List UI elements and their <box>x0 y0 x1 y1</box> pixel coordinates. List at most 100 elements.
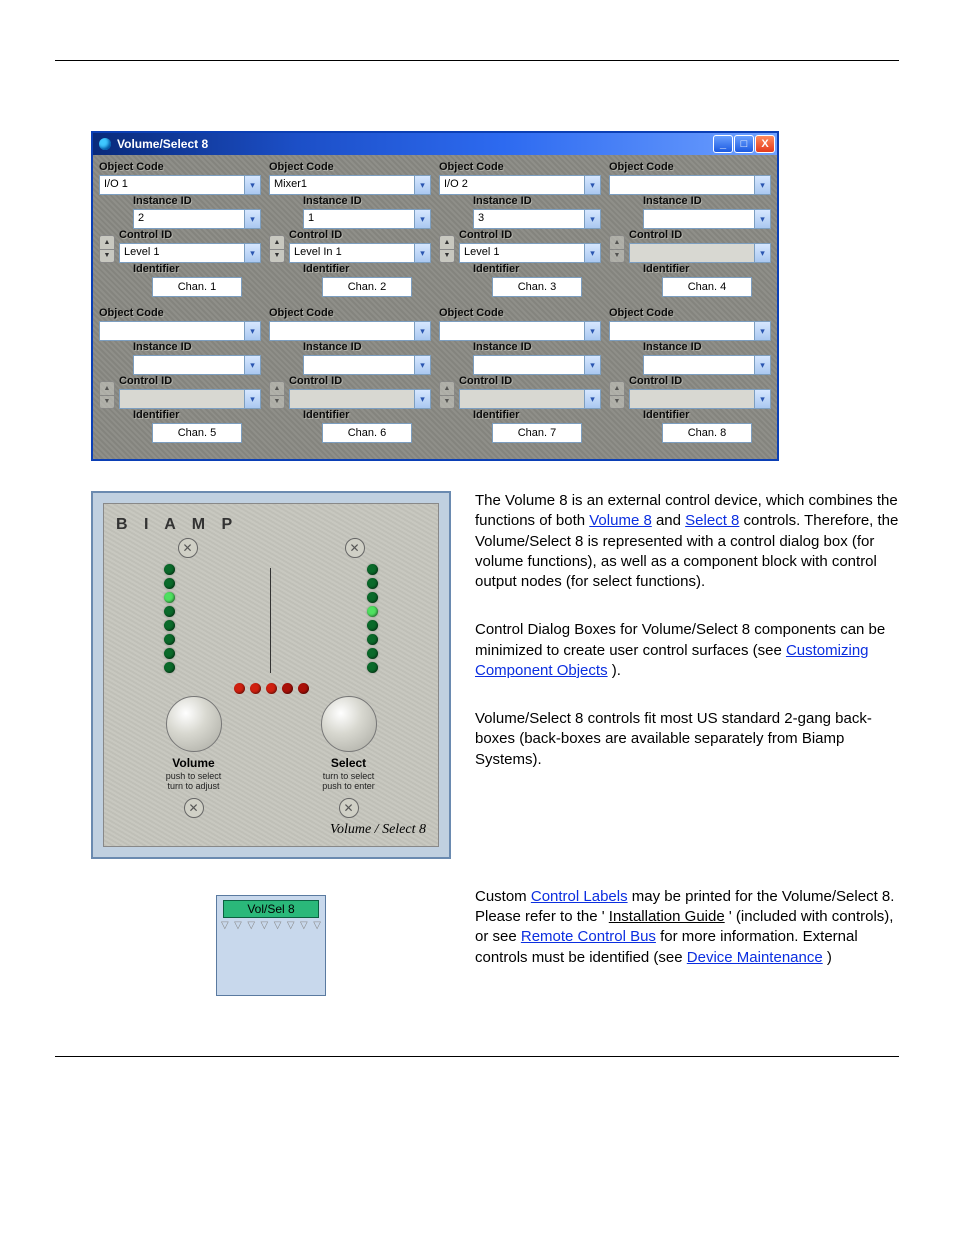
output-node-icon[interactable]: ▽ <box>313 920 321 931</box>
instance-id-combo[interactable]: ▾ <box>473 355 601 375</box>
chevron-down-icon: ▾ <box>414 322 430 340</box>
volume8-link[interactable]: Volume 8 <box>589 512 652 529</box>
led-icon <box>164 606 175 617</box>
titlebar[interactable]: Volume/Select 8 _ □ X <box>93 133 777 155</box>
screw-icon: ✕ <box>178 538 198 558</box>
component-nodes: ▽ ▽ ▽ ▽ ▽ ▽ ▽ ▽ <box>217 918 325 935</box>
control-id-label: Control ID <box>629 375 771 387</box>
instance-id-combo[interactable]: ▾ <box>133 355 261 375</box>
instance-id-combo[interactable]: ▾ <box>643 209 771 229</box>
chevron-down-icon: ▾ <box>244 176 260 194</box>
instance-id-combo[interactable]: 3▾ <box>473 209 601 229</box>
control-id-combo[interactable]: Level 1▾ <box>119 243 261 263</box>
device-maintenance-link[interactable]: Device Maintenance <box>687 949 823 966</box>
output-node-icon[interactable]: ▽ <box>247 920 255 931</box>
volume-select-dialog: Volume/Select 8 _ □ X Object Code I/O 1▾… <box>91 131 779 461</box>
object-code-combo[interactable]: ▾ <box>99 321 261 341</box>
brand-label: B I A M P <box>116 516 426 534</box>
identifier-label: Identifier <box>303 409 431 421</box>
text: and <box>656 512 685 529</box>
control-id-combo[interactable]: Level 1▾ <box>459 243 601 263</box>
select-knob-group: Select turn to selectpush to enter <box>279 696 419 792</box>
channel-2: Object Code Mixer1▾ Instance ID 1▾ ▲▼ Co… <box>269 161 431 303</box>
select-sublabel: turn to selectpush to enter <box>322 772 375 792</box>
object-code-combo[interactable]: Mixer1▾ <box>269 175 431 195</box>
control-spinner[interactable]: ▲▼ <box>439 235 455 263</box>
identifier-field[interactable]: Chan. 6 <box>322 423 412 443</box>
device-panel: B I A M P ✕ ✕ Volume push to selectturn … <box>103 503 439 847</box>
control-spinner[interactable]: ▲▼ <box>99 235 115 263</box>
control-labels-link[interactable]: Control Labels <box>531 888 628 905</box>
identifier-field[interactable]: Chan. 5 <box>152 423 242 443</box>
control-id-combo[interactable]: Level In 1▾ <box>289 243 431 263</box>
chevron-down-icon: ▾ <box>584 176 600 194</box>
chevron-down-icon: ▾ <box>244 322 260 340</box>
identifier-label: Identifier <box>473 409 601 421</box>
object-code-combo[interactable]: ▾ <box>439 321 601 341</box>
instance-id-label: Instance ID <box>473 195 601 207</box>
object-code-combo[interactable]: I/O 2▾ <box>439 175 601 195</box>
led-icon <box>164 648 175 659</box>
identifier-field[interactable]: Chan. 3 <box>492 277 582 297</box>
output-node-icon[interactable]: ▽ <box>300 920 308 931</box>
maximize-button[interactable]: □ <box>734 135 754 153</box>
chevron-down-icon: ▾ <box>754 322 770 340</box>
identifier-field[interactable]: Chan. 4 <box>662 277 752 297</box>
led-icon <box>367 564 378 575</box>
control-id-label: Control ID <box>629 229 771 241</box>
select-knob[interactable] <box>321 696 377 752</box>
output-node-icon[interactable]: ▽ <box>261 920 269 931</box>
channel-3: Object Code I/O 2▾ Instance ID 3▾ ▲▼ Con… <box>439 161 601 303</box>
instance-id-combo[interactable]: 1▾ <box>303 209 431 229</box>
component-block[interactable]: Vol/Sel 8 ▽▽▽▽▽▽▽▽ <box>216 895 326 996</box>
chevron-down-icon: ▾ <box>244 210 260 228</box>
chevron-down-icon: ▾ <box>414 176 430 194</box>
object-code-combo[interactable]: ▾ <box>609 321 771 341</box>
control-id-label: Control ID <box>289 229 431 241</box>
channel-4: Object Code ▾ Instance ID ▾ ▲▼ Control I… <box>609 161 771 303</box>
volume-knob[interactable] <box>166 696 222 752</box>
identifier-label: Identifier <box>133 263 261 275</box>
window-title: Volume/Select 8 <box>117 137 712 151</box>
object-code-combo[interactable]: ▾ <box>609 175 771 195</box>
right-led-column <box>367 564 378 673</box>
output-node-icon[interactable]: ▽ <box>287 920 295 931</box>
remote-control-bus-link[interactable]: Remote Control Bus <box>521 928 656 945</box>
minimize-button[interactable]: _ <box>713 135 733 153</box>
bottom-screws: ✕ ✕ <box>116 798 426 818</box>
identifier-field[interactable]: Chan. 8 <box>662 423 752 443</box>
control-id-combo: ▾ <box>459 389 601 409</box>
output-node-icon[interactable]: ▽ <box>274 920 282 931</box>
instance-id-combo[interactable]: 2▾ <box>133 209 261 229</box>
chevron-down-icon: ▾ <box>414 356 430 374</box>
channel-8: Object Code ▾ Instance ID ▾ ▲▼ Control I… <box>609 307 771 449</box>
object-code-combo[interactable]: ▾ <box>269 321 431 341</box>
chevron-down-icon: ▾ <box>584 356 600 374</box>
chevron-down-icon: ▾ <box>244 390 260 408</box>
output-node-icon[interactable]: ▽ <box>221 920 229 931</box>
control-spinner[interactable]: ▲▼ <box>269 235 285 263</box>
close-button[interactable]: X <box>755 135 775 153</box>
panel-divider <box>270 568 271 673</box>
select-label: Select <box>331 756 366 770</box>
text: Volume/Select 8 controls fit most US sta… <box>475 709 899 770</box>
object-code-combo[interactable]: I/O 1▾ <box>99 175 261 195</box>
instance-id-combo[interactable]: ▾ <box>643 355 771 375</box>
screw-icon: ✕ <box>339 798 359 818</box>
identifier-field[interactable]: Chan. 7 <box>492 423 582 443</box>
channel-grid: Object Code I/O 1▾ Instance ID 2▾ ▲▼ Con… <box>93 155 777 459</box>
led-icon <box>164 662 175 673</box>
select8-link[interactable]: Select 8 <box>685 512 739 529</box>
control-spinner: ▲▼ <box>269 381 285 409</box>
identifier-field[interactable]: Chan. 1 <box>152 277 242 297</box>
identifier-field[interactable]: Chan. 2 <box>322 277 412 297</box>
led-icon <box>367 606 378 617</box>
chevron-down-icon: ▾ <box>754 390 770 408</box>
output-node-icon[interactable]: ▽ <box>234 920 242 931</box>
instance-id-combo[interactable]: ▾ <box>303 355 431 375</box>
led-icon <box>164 620 175 631</box>
app-icon <box>99 138 111 150</box>
led-icon <box>298 683 309 694</box>
identifier-label: Identifier <box>133 409 261 421</box>
chevron-down-icon: ▾ <box>584 322 600 340</box>
